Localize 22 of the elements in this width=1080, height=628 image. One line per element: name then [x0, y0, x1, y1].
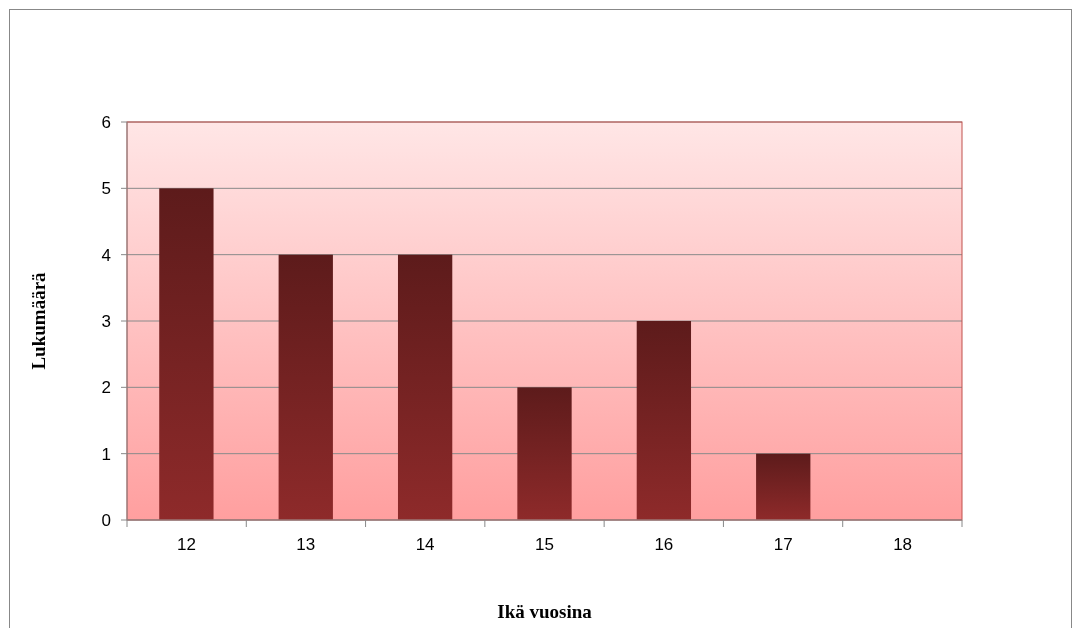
y-tick-label: 2: [101, 378, 111, 398]
y-axis-title: Lukumäärä: [28, 271, 49, 370]
bar: [159, 188, 214, 520]
x-tick-label: 16: [654, 535, 674, 554]
x-tick-label: 13: [296, 535, 316, 554]
x-tick-label: 14: [415, 535, 435, 554]
bar: [636, 321, 692, 520]
bar: [756, 453, 811, 520]
x-tick-label: 17: [773, 535, 793, 554]
x-tick-label: 15: [535, 535, 554, 554]
x-axis-title: Ikä vuosina: [497, 601, 593, 622]
x-tick-label: 18: [893, 535, 913, 554]
y-tick-label: 4: [101, 245, 111, 265]
bar: [397, 254, 453, 520]
y-tick-label: 3: [101, 311, 111, 331]
x-tick-label: 12: [176, 535, 196, 554]
bar: [278, 254, 333, 520]
y-tick-label: 0: [101, 510, 111, 530]
bar: [517, 387, 572, 520]
y-tick-label: 1: [101, 444, 111, 464]
y-tick-label: 5: [101, 179, 111, 199]
y-tick-label: 6: [101, 112, 111, 132]
